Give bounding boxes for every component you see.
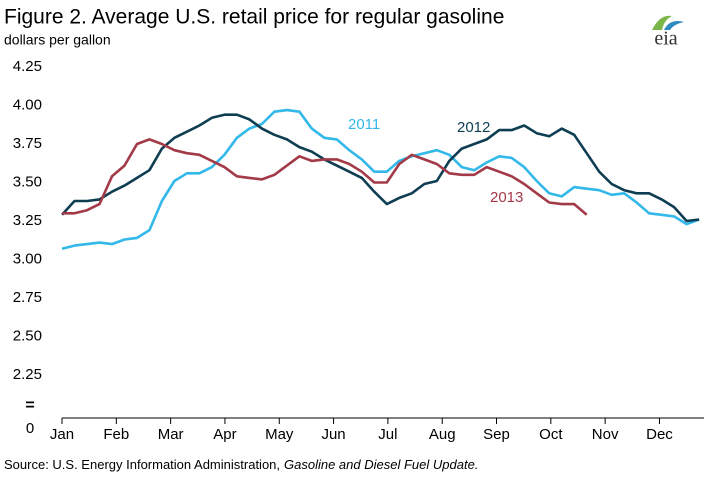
x-tick-label: Jul [378,426,397,443]
series-label: 2013 [490,189,523,206]
source-text: Source: U.S. Energy Information Administ… [4,457,280,472]
logo: eia [652,15,684,50]
y-tick-label: 3.75 [13,135,42,152]
x-tick-label: May [265,426,294,443]
y-tick-label: 2.50 [13,327,42,344]
x-tick-label: Sep [483,426,510,443]
y-tick-label: 3.50 [13,173,42,190]
axis-break: = [25,397,34,414]
y-tick-label: 2.75 [13,289,42,306]
x-tick-label: Apr [213,426,236,443]
series-line [61,108,700,250]
x-tick-label: Nov [592,426,619,443]
x-tick-label: Mar [158,426,184,443]
logo-leaf [664,21,684,30]
x-tick-label: Jun [321,426,345,443]
x-tick-label: Feb [103,426,129,443]
x-tick-label: Oct [539,426,563,443]
chart-title: Figure 2. Average U.S. retail price for … [4,6,504,29]
source-note: Source: U.S. Energy Information Administ… [4,457,478,472]
y-tick-label: 3.00 [13,250,42,267]
logo-text: eia [654,28,677,50]
y-tick-label: 4.25 [13,58,42,75]
y-tick-label: 2.25 [13,366,42,383]
y-tick-label: 3.25 [13,212,42,229]
source-publication: Gasoline and Diesel Fuel Update. [284,457,478,472]
series-label: 2011 [348,116,380,133]
x-tick-label: Jan [50,426,74,443]
series-line [61,113,700,223]
series-line [62,138,588,216]
series-label: 2012 [457,119,490,136]
y-tick-label: 4.00 [13,96,42,113]
x-tick-label: Aug [429,426,456,443]
chart-subtitle: dollars per gallon [4,32,111,48]
logo-leaf [652,15,672,30]
x-tick-label: Dec [646,426,673,443]
axis-break-label: 0 [26,420,34,437]
